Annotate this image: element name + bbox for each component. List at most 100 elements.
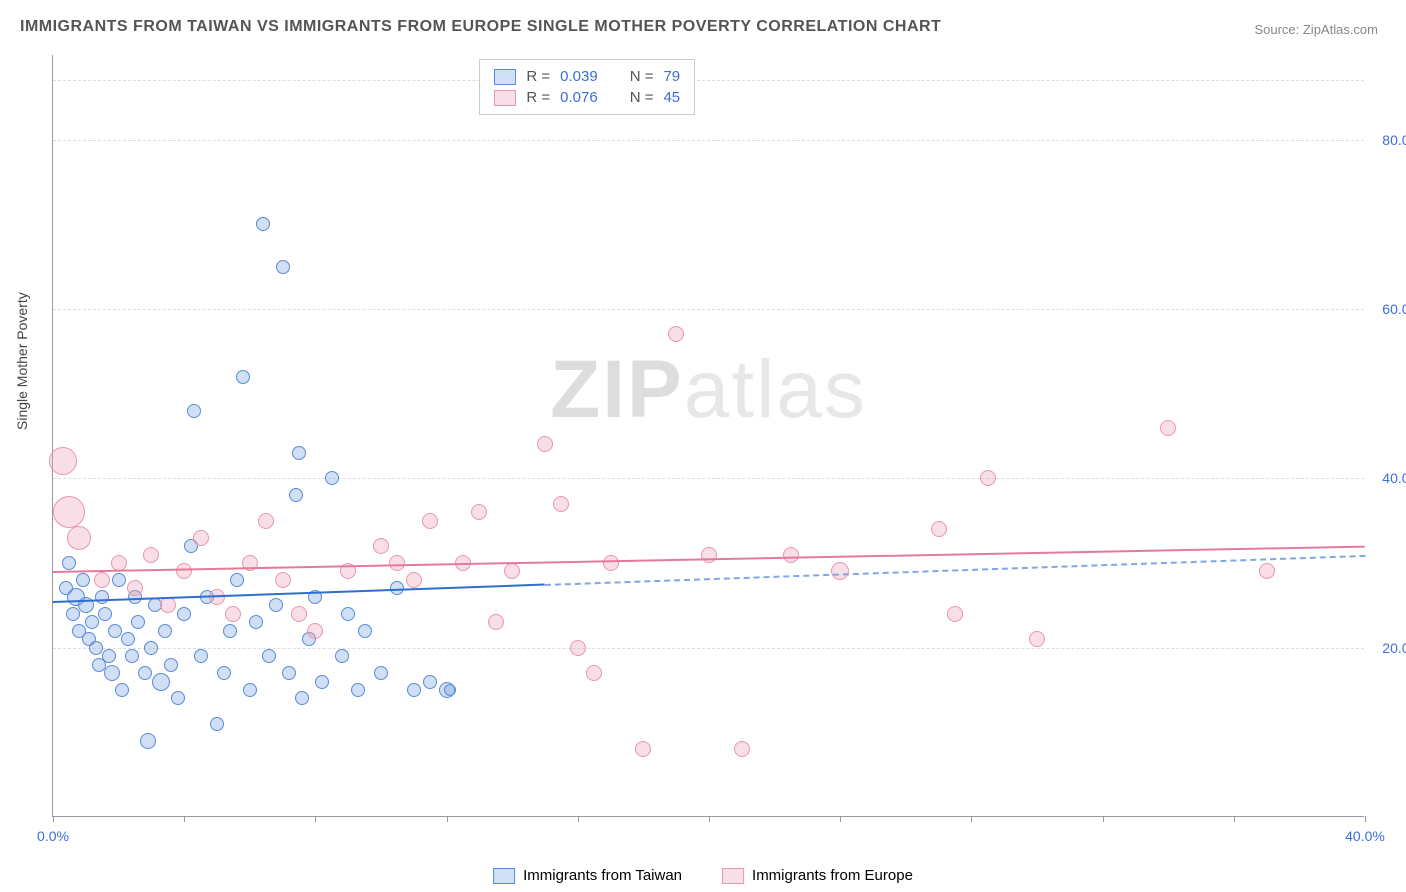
data-point-europe — [49, 447, 77, 475]
plot-area: ZIPatlas 20.0%40.0%60.0%80.0%0.0%40.0%R … — [52, 55, 1364, 817]
data-point-europe — [471, 504, 487, 520]
gridline-h — [53, 80, 1364, 81]
data-point-europe — [176, 563, 192, 579]
data-point-taiwan — [171, 691, 185, 705]
chart-title: IMMIGRANTS FROM TAIWAN VS IMMIGRANTS FRO… — [20, 18, 941, 36]
data-point-taiwan — [89, 641, 103, 655]
xtick — [1365, 816, 1366, 822]
data-point-europe — [67, 526, 91, 550]
data-point-taiwan — [194, 649, 208, 663]
xtick — [840, 816, 841, 822]
data-point-europe — [586, 665, 602, 681]
data-point-europe — [1259, 563, 1275, 579]
data-point-taiwan — [66, 607, 80, 621]
data-point-europe — [94, 572, 110, 588]
gridline-h — [53, 140, 1364, 141]
data-point-taiwan — [210, 717, 224, 731]
data-point-taiwan — [223, 624, 237, 638]
data-point-europe — [783, 547, 799, 563]
data-point-europe — [160, 597, 176, 613]
data-point-taiwan — [236, 370, 250, 384]
data-point-taiwan — [108, 624, 122, 638]
data-point-taiwan — [187, 404, 201, 418]
ytick-label: 80.0% — [1382, 132, 1406, 148]
data-point-europe — [831, 562, 849, 580]
legend-item-europe: Immigrants from Europe — [722, 867, 913, 884]
data-point-taiwan — [292, 446, 306, 460]
data-point-europe — [570, 640, 586, 656]
xtick — [709, 816, 710, 822]
data-point-taiwan — [158, 624, 172, 638]
data-point-taiwan — [351, 683, 365, 697]
watermark-atlas: atlas — [684, 344, 867, 435]
data-point-taiwan — [407, 683, 421, 697]
data-point-europe — [603, 555, 619, 571]
data-point-taiwan — [423, 675, 437, 689]
stats-row-taiwan: R =0.039N =79 — [494, 66, 680, 87]
data-point-europe — [931, 521, 947, 537]
data-point-taiwan — [140, 733, 156, 749]
data-point-taiwan — [62, 556, 76, 570]
xtick — [578, 816, 579, 822]
gridline-h — [53, 478, 1364, 479]
legend-label-europe: Immigrants from Europe — [752, 867, 913, 884]
data-point-taiwan — [85, 615, 99, 629]
data-point-europe — [225, 606, 241, 622]
data-point-taiwan — [164, 658, 178, 672]
data-point-europe — [635, 741, 651, 757]
data-point-taiwan — [444, 684, 456, 696]
swatch-icon — [494, 69, 516, 85]
data-point-taiwan — [76, 573, 90, 587]
data-point-taiwan — [325, 471, 339, 485]
xtick — [971, 816, 972, 822]
legend-label-taiwan: Immigrants from Taiwan — [523, 867, 682, 884]
data-point-europe — [307, 623, 323, 639]
data-point-taiwan — [230, 573, 244, 587]
data-point-europe — [537, 436, 553, 452]
data-point-taiwan — [177, 607, 191, 621]
watermark-zip: ZIP — [550, 344, 684, 435]
source-prefix: Source: — [1254, 22, 1302, 37]
data-point-europe — [127, 580, 143, 596]
data-point-taiwan — [269, 598, 283, 612]
data-point-europe — [488, 614, 504, 630]
data-point-taiwan — [341, 607, 355, 621]
data-point-europe — [258, 513, 274, 529]
source-name: ZipAtlas.com — [1303, 22, 1378, 37]
data-point-taiwan — [249, 615, 263, 629]
swatch-taiwan — [493, 868, 515, 884]
data-point-taiwan — [95, 590, 109, 604]
data-point-europe — [373, 538, 389, 554]
xtick — [1103, 816, 1104, 822]
data-point-europe — [193, 530, 209, 546]
data-point-europe — [422, 513, 438, 529]
data-point-europe — [734, 741, 750, 757]
data-point-taiwan — [276, 260, 290, 274]
data-point-europe — [947, 606, 963, 622]
data-point-taiwan — [282, 666, 296, 680]
data-point-taiwan — [358, 624, 372, 638]
data-point-europe — [53, 496, 85, 528]
data-point-europe — [291, 606, 307, 622]
data-point-europe — [553, 496, 569, 512]
ytick-label: 40.0% — [1382, 470, 1406, 486]
data-point-taiwan — [102, 649, 116, 663]
data-point-taiwan — [262, 649, 276, 663]
legend-item-taiwan: Immigrants from Taiwan — [493, 867, 682, 884]
gridline-h — [53, 309, 1364, 310]
xtick — [315, 816, 316, 822]
data-point-europe — [1160, 420, 1176, 436]
data-point-taiwan — [131, 615, 145, 629]
swatch-icon — [494, 90, 516, 106]
data-point-taiwan — [115, 683, 129, 697]
source-label: Source: ZipAtlas.com — [1254, 22, 1378, 37]
ytick-label: 60.0% — [1382, 301, 1406, 317]
data-point-taiwan — [315, 675, 329, 689]
swatch-europe — [722, 868, 744, 884]
data-point-taiwan — [121, 632, 135, 646]
watermark: ZIPatlas — [550, 343, 867, 437]
data-point-taiwan — [374, 666, 388, 680]
ytick-label: 20.0% — [1382, 640, 1406, 656]
data-point-taiwan — [217, 666, 231, 680]
data-point-taiwan — [289, 488, 303, 502]
